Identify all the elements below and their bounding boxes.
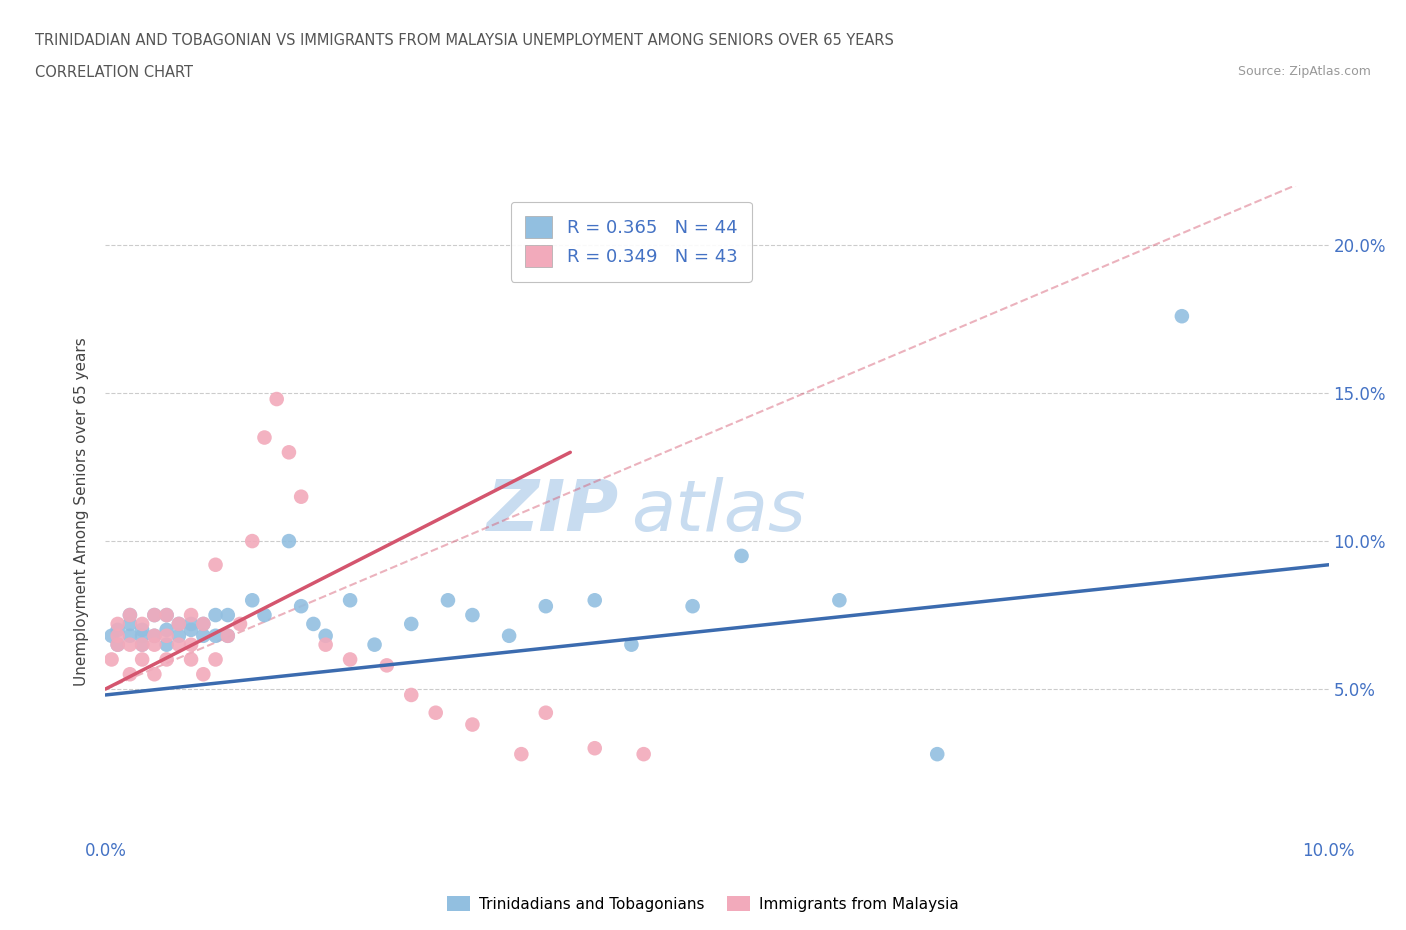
Point — [278, 445, 301, 459]
Point — [927, 747, 949, 762]
Point — [107, 629, 129, 644]
Point — [253, 430, 276, 445]
Point — [425, 705, 447, 720]
Point — [143, 629, 166, 644]
Point — [118, 607, 141, 622]
Point — [510, 747, 533, 762]
Point — [375, 658, 398, 672]
Point — [217, 607, 239, 622]
Point — [204, 557, 226, 572]
Point — [229, 617, 252, 631]
Point — [131, 622, 153, 637]
Point — [217, 629, 239, 644]
Point — [118, 629, 141, 644]
Point — [534, 705, 557, 720]
Point — [534, 599, 557, 614]
Point — [401, 617, 423, 631]
Point — [118, 667, 141, 682]
Point — [143, 607, 166, 622]
Point — [143, 629, 166, 644]
Point — [339, 652, 361, 667]
Point — [131, 637, 153, 652]
Point — [498, 629, 520, 644]
Point — [204, 652, 226, 667]
Point — [155, 637, 177, 652]
Point — [155, 607, 177, 622]
Point — [278, 534, 301, 549]
Point — [167, 617, 190, 631]
Point — [180, 652, 202, 667]
Text: TRINIDADIAN AND TOBAGONIAN VS IMMIGRANTS FROM MALAYSIA UNEMPLOYMENT AMONG SENIOR: TRINIDADIAN AND TOBAGONIAN VS IMMIGRANTS… — [35, 33, 894, 47]
Point — [633, 747, 655, 762]
Point — [107, 622, 129, 637]
Point — [167, 617, 190, 631]
Y-axis label: Unemployment Among Seniors over 65 years: Unemployment Among Seniors over 65 years — [75, 338, 90, 686]
Point — [204, 607, 226, 622]
Point — [155, 607, 177, 622]
Point — [290, 489, 312, 504]
Point — [315, 629, 337, 644]
Point — [583, 592, 606, 607]
Point — [302, 617, 325, 631]
Point — [118, 637, 141, 652]
Point — [118, 607, 141, 622]
Legend: Trinidadians and Tobagonians, Immigrants from Malaysia: Trinidadians and Tobagonians, Immigrants… — [440, 889, 966, 918]
Point — [461, 607, 484, 622]
Point — [107, 637, 129, 652]
Point — [155, 652, 177, 667]
Legend: R = 0.365   N = 44, R = 0.349   N = 43: R = 0.365 N = 44, R = 0.349 N = 43 — [510, 202, 752, 282]
Point — [217, 629, 239, 644]
Point — [131, 629, 153, 644]
Point — [204, 629, 226, 644]
Point — [315, 637, 337, 652]
Point — [100, 652, 122, 667]
Point — [682, 599, 704, 614]
Point — [167, 629, 190, 644]
Point — [193, 617, 215, 631]
Point — [107, 617, 129, 631]
Point — [155, 629, 177, 644]
Point — [363, 637, 385, 652]
Point — [401, 687, 423, 702]
Point — [193, 629, 215, 644]
Point — [240, 592, 263, 607]
Point — [167, 637, 190, 652]
Point — [180, 607, 202, 622]
Point — [143, 667, 166, 682]
Point — [143, 637, 166, 652]
Point — [180, 617, 202, 631]
Point — [107, 637, 129, 652]
Point — [290, 599, 312, 614]
Point — [240, 534, 263, 549]
Point — [143, 607, 166, 622]
Point — [131, 652, 153, 667]
Point — [180, 637, 202, 652]
Point — [620, 637, 643, 652]
Point — [180, 622, 202, 637]
Point — [828, 592, 851, 607]
Point — [461, 717, 484, 732]
Text: Source: ZipAtlas.com: Source: ZipAtlas.com — [1237, 65, 1371, 78]
Point — [100, 629, 122, 644]
Point — [1171, 309, 1194, 324]
Point — [730, 549, 752, 564]
Point — [437, 592, 460, 607]
Point — [339, 592, 361, 607]
Point — [155, 622, 177, 637]
Text: CORRELATION CHART: CORRELATION CHART — [35, 65, 193, 80]
Point — [131, 637, 153, 652]
Point — [118, 617, 141, 631]
Point — [193, 667, 215, 682]
Text: ZIP: ZIP — [486, 477, 619, 546]
Point — [253, 607, 276, 622]
Point — [131, 617, 153, 631]
Text: atlas: atlas — [631, 477, 806, 546]
Point — [583, 741, 606, 756]
Point — [193, 617, 215, 631]
Point — [266, 392, 288, 406]
